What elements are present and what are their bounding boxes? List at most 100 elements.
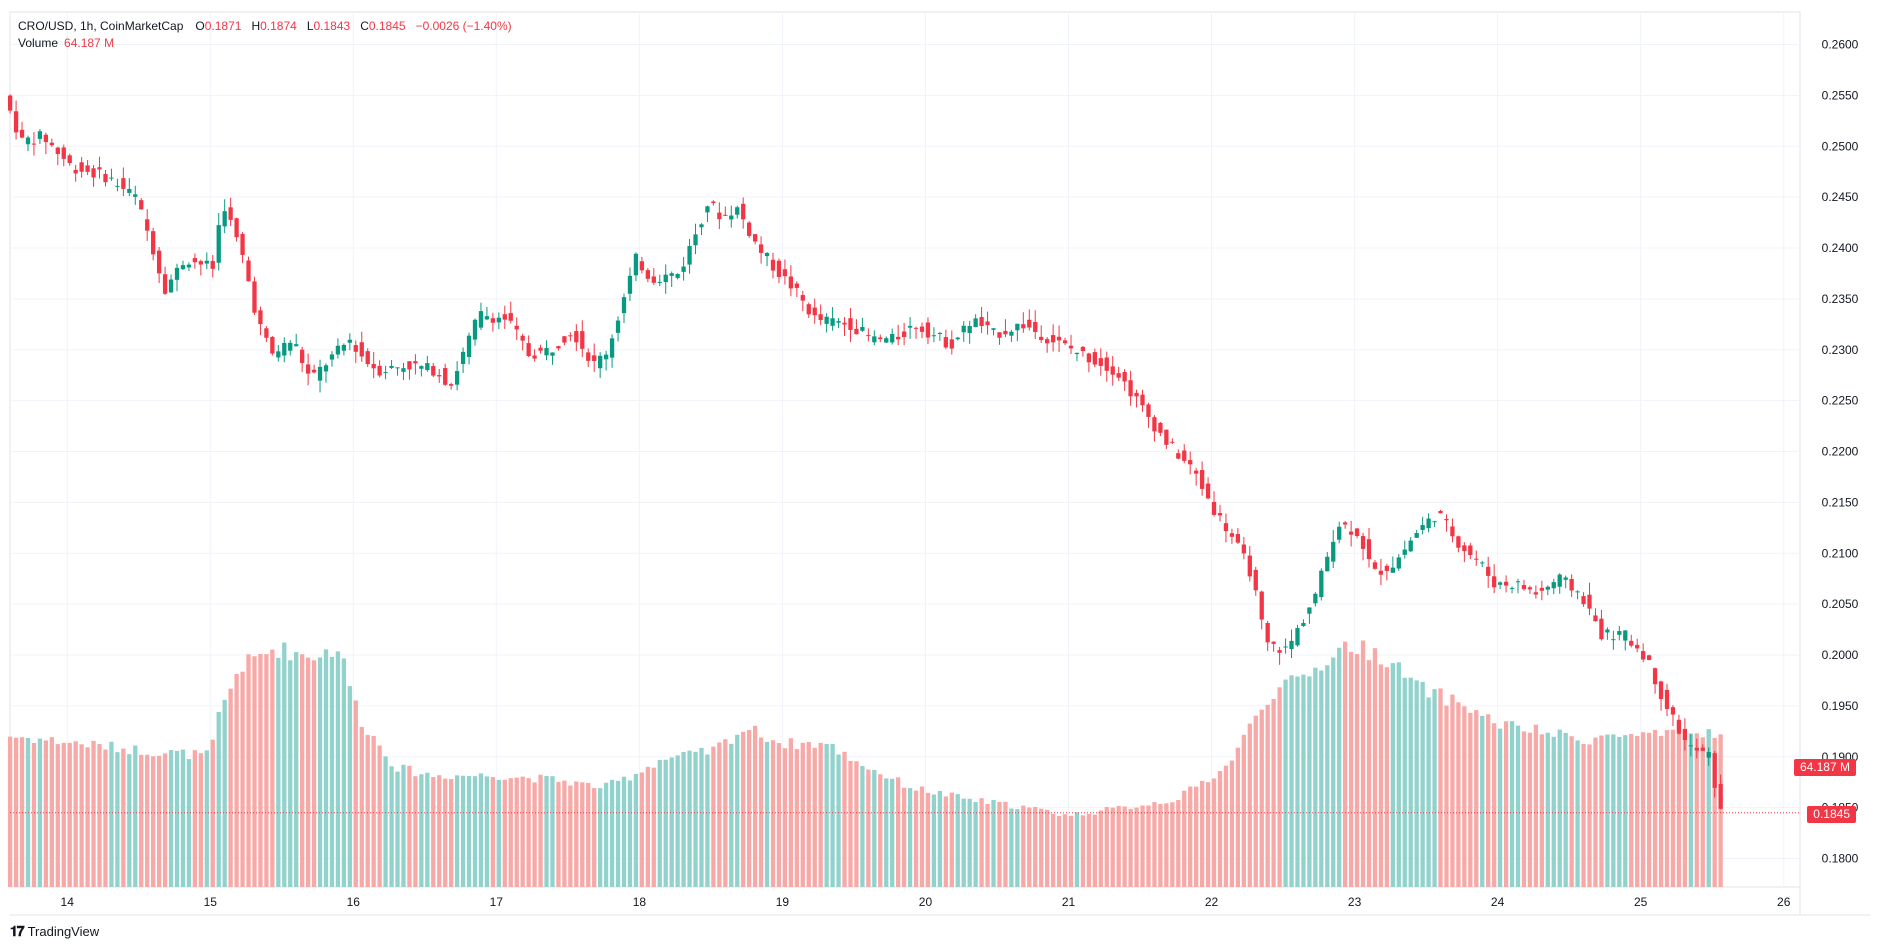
candle-body xyxy=(1652,668,1658,685)
volume-bar xyxy=(490,777,496,887)
candle-body xyxy=(222,211,227,227)
volume-bar xyxy=(234,673,239,887)
volume-bar xyxy=(919,786,925,887)
volume-bar xyxy=(1474,710,1479,887)
candle-body xyxy=(61,147,66,159)
candle-body xyxy=(1641,651,1646,660)
volume-bar xyxy=(884,778,889,887)
candle-body xyxy=(705,206,710,213)
volume-bar xyxy=(1390,663,1395,887)
volume-bar xyxy=(997,801,1002,887)
volume-bar xyxy=(1432,689,1437,887)
y-tick-label: 0.1800 xyxy=(1822,852,1859,866)
volume-bar xyxy=(544,775,549,887)
volume-bar xyxy=(806,741,811,887)
candle-body xyxy=(711,201,716,203)
volume-bar xyxy=(1116,805,1121,887)
candle-body xyxy=(1205,483,1211,499)
candle-body xyxy=(949,339,954,349)
volume-bar xyxy=(1104,806,1109,887)
volume-bar xyxy=(1456,702,1461,887)
x-tick-label: 21 xyxy=(1062,895,1076,909)
candle-body xyxy=(687,246,692,265)
candle-body xyxy=(1629,640,1634,646)
volume-bar xyxy=(580,782,585,887)
volume-bar xyxy=(979,798,984,887)
volume-bar xyxy=(1307,676,1312,887)
volume-bar xyxy=(562,780,567,887)
candle-body xyxy=(598,355,603,369)
volume-bar xyxy=(1664,730,1670,887)
candle-body xyxy=(1676,719,1682,734)
candle-body xyxy=(937,332,943,334)
volume-bar xyxy=(37,738,43,887)
volume-bar xyxy=(508,778,513,887)
volume-bar xyxy=(466,776,472,887)
volume-bar xyxy=(317,657,323,887)
volume-bar xyxy=(1420,681,1425,887)
tradingview-branding[interactable]: 𝟏𝟕 TradingView xyxy=(10,923,99,940)
x-tick-label: 23 xyxy=(1348,895,1362,909)
candle-body xyxy=(300,349,305,363)
y-tick-label: 0.2150 xyxy=(1822,495,1859,509)
volume-bar xyxy=(174,750,180,887)
volume-bar xyxy=(1021,805,1026,887)
volume-bar xyxy=(484,776,490,887)
candle-body xyxy=(627,275,633,294)
volume-label[interactable]: Volume xyxy=(18,36,59,50)
candle-body xyxy=(1015,323,1020,331)
candle-body xyxy=(586,352,591,361)
candle-body xyxy=(961,325,966,333)
volume-bar xyxy=(1343,641,1348,887)
candle-body xyxy=(1378,570,1384,575)
volume-bar xyxy=(1587,744,1592,887)
volume-bar xyxy=(1527,732,1533,887)
volume-bar xyxy=(1605,734,1610,887)
volume-bar xyxy=(335,651,341,887)
candle-body xyxy=(747,222,752,236)
volume-bar xyxy=(1188,786,1193,887)
candle-body xyxy=(490,318,496,323)
candle-body xyxy=(478,311,484,328)
candle-body xyxy=(991,328,996,330)
volume-bar xyxy=(288,660,293,887)
volume-bar xyxy=(890,778,895,887)
volume-bar xyxy=(43,740,49,887)
volume-value: 64.187 M xyxy=(64,36,115,50)
volume-bar xyxy=(1670,729,1676,887)
candle-body xyxy=(1700,747,1705,751)
volume-bar xyxy=(19,737,25,887)
x-tick-label: 25 xyxy=(1634,895,1648,909)
volume-bar xyxy=(1128,808,1133,887)
volume-bar xyxy=(836,754,841,887)
candle-body xyxy=(568,335,573,337)
volume-bar xyxy=(1658,735,1664,887)
volume-bar xyxy=(556,781,561,887)
symbol-label[interactable]: CRO/USD, 1h, CoinMarketCap xyxy=(18,19,184,33)
volume-bar xyxy=(603,782,609,887)
volume-bar xyxy=(413,776,418,887)
volume-bar xyxy=(454,775,460,887)
candle-body xyxy=(1533,592,1539,595)
candle-body xyxy=(651,276,656,283)
volume-bar xyxy=(675,755,680,887)
y-tick-label: 0.2300 xyxy=(1822,343,1859,357)
volume-bar xyxy=(371,735,376,887)
y-tick-label: 0.2000 xyxy=(1822,648,1859,662)
volume-bar xyxy=(615,780,621,887)
volume-bar xyxy=(1265,704,1270,887)
candle-body xyxy=(866,335,871,337)
candle-body xyxy=(1062,340,1068,344)
candle-body xyxy=(1033,321,1038,332)
volume-bar xyxy=(1027,807,1032,887)
candle-body xyxy=(1182,450,1187,461)
volume-bar xyxy=(1205,782,1211,887)
candle-body xyxy=(1557,574,1562,587)
candle-body xyxy=(1080,346,1086,351)
candle-body xyxy=(818,314,823,320)
volume-bar xyxy=(1080,815,1086,887)
volume-bar xyxy=(240,671,245,887)
candle-body xyxy=(425,363,430,370)
volume-bar xyxy=(943,796,948,887)
